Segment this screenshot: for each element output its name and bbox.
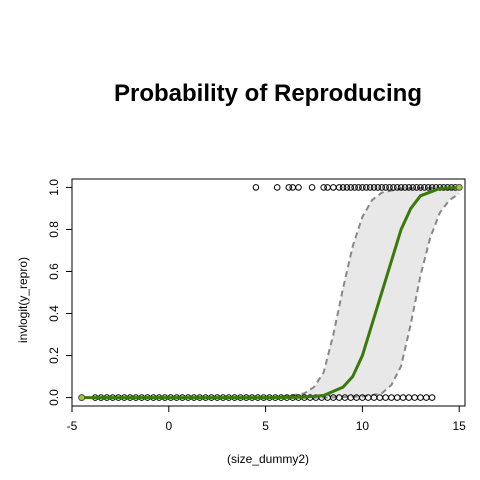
data-point: [424, 184, 432, 191]
data-point: [308, 184, 316, 191]
data-point: [405, 394, 413, 401]
data-point: [399, 394, 407, 401]
lower-band-line: [81, 192, 460, 399]
data-point: [378, 184, 386, 191]
data-point: [343, 184, 351, 191]
x-tick-label: 5: [262, 419, 269, 433]
data-point: [390, 184, 397, 191]
fit-endpoint: [78, 394, 86, 402]
data-point: [374, 184, 382, 191]
data-point: [397, 184, 405, 191]
x-tick-label: 15: [453, 419, 467, 433]
y-tick-label: 0.4: [47, 305, 61, 322]
data-point: [428, 394, 436, 401]
data-point: [405, 184, 413, 191]
y-tick-label: 1.0: [47, 179, 61, 196]
data-point: [386, 184, 393, 191]
y-axis: 0.0 0.2 0.4 0.6 0.8 1.0: [47, 179, 73, 406]
x-tick-label: 10: [356, 419, 370, 433]
data-point: [411, 394, 418, 401]
confidence-band-fill: [81, 187, 460, 398]
data-point: [339, 184, 347, 191]
data-point: [422, 394, 430, 401]
data-point: [382, 184, 389, 191]
data-point: [382, 394, 389, 401]
data-point: [320, 184, 327, 191]
data-point: [252, 184, 260, 191]
data-point: [421, 184, 428, 191]
data-point: [324, 184, 331, 191]
y-tick-label: 0.8: [47, 221, 61, 238]
data-point: [393, 184, 401, 191]
fit-endpoint: [455, 183, 463, 191]
data-point: [417, 394, 424, 401]
data-point: [364, 394, 372, 401]
data-point: [295, 184, 302, 191]
data-point: [409, 184, 417, 191]
data-point: [362, 184, 370, 191]
data-point: [355, 184, 362, 191]
data-point: [401, 184, 409, 191]
y-tick-label: 0.2: [47, 347, 61, 364]
data-point: [413, 184, 420, 191]
data-point: [388, 394, 395, 401]
y-tick-label: 0.0: [47, 389, 61, 406]
x-tick-label: -5: [67, 419, 78, 433]
fit-line-layer: [78, 183, 463, 402]
data-point: [417, 184, 424, 191]
data-point: [376, 394, 384, 401]
data-point: [366, 184, 374, 191]
fit-line: [81, 185, 460, 400]
data-point: [285, 184, 293, 191]
x-axis-label: (size_dummy2): [227, 452, 309, 466]
data-point: [393, 394, 401, 401]
data-point: [351, 184, 358, 191]
x-tick-label: 0: [165, 419, 172, 433]
data-point: [335, 184, 343, 191]
data-point: [370, 184, 378, 191]
y-tick-label: 0.6: [47, 263, 61, 280]
data-point: [359, 184, 366, 191]
y-axis-label: invlogit(y_repro): [16, 257, 30, 343]
data-point: [347, 184, 355, 191]
data-point: [330, 184, 337, 191]
x-axis: -5 0 5 10 15: [67, 405, 467, 433]
chart-title: Probability of Reproducing: [114, 80, 422, 107]
data-point: [289, 184, 296, 191]
data-point: [273, 184, 281, 191]
confidence-band-layer: [81, 186, 460, 399]
